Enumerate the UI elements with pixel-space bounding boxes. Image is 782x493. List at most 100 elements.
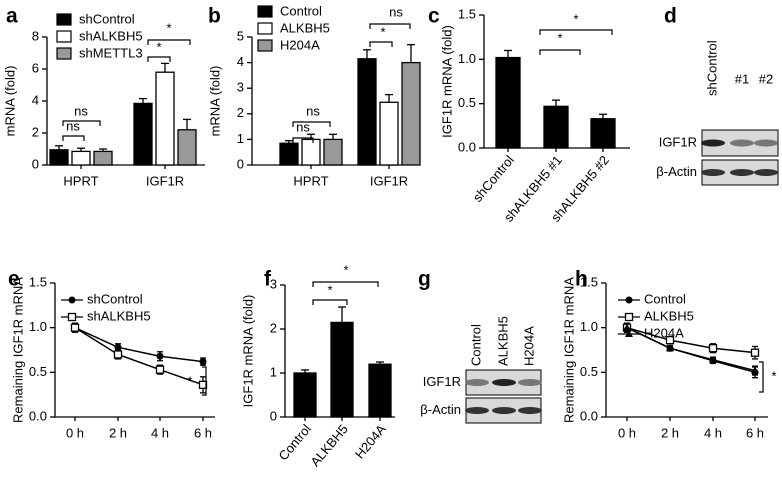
bar [293, 372, 317, 418]
bar [379, 101, 399, 166]
significance-bracket [292, 137, 314, 143]
data-point [70, 323, 80, 332]
bar [133, 102, 153, 166]
lane-label: Control [468, 324, 483, 366]
data-point [624, 312, 634, 322]
blot-band [518, 407, 542, 414]
legend-label: H204A [644, 325, 684, 340]
y-tick-label: 2 [270, 320, 277, 335]
data-point [708, 344, 718, 353]
legend-label: shALKBH5 [79, 28, 143, 43]
x-tick-label: 4 h [151, 425, 169, 440]
y-tick-label: 5 [237, 28, 244, 43]
y-tick-label: 1.5 [29, 274, 47, 289]
data-point [751, 366, 759, 374]
y-axis-label: IGF1R mRNA (fold) [439, 25, 454, 138]
data-point [625, 330, 633, 337]
significance-label: * [343, 262, 348, 277]
x-tick-label: 4 h [704, 425, 722, 440]
data-point [625, 296, 633, 304]
bar [357, 58, 377, 166]
y-tick-label: 0.0 [29, 408, 47, 423]
y-tick-label: 0.5 [580, 364, 598, 379]
y-tick-label: 0.0 [458, 139, 476, 154]
bar [543, 105, 569, 149]
y-tick-label: 8 [32, 28, 39, 43]
legend-label: ALKBH5 [280, 20, 330, 35]
y-tick-label: 0 [237, 156, 244, 171]
panel-letter: e [8, 268, 20, 291]
data-point [623, 323, 631, 331]
significance-label: * [156, 39, 161, 54]
significance-bracket [147, 56, 171, 62]
x-tick-label: 2 h [109, 425, 127, 440]
blot-band [754, 169, 778, 176]
lane-label: #2 [759, 71, 773, 86]
x-tick-label: H204A [352, 421, 389, 461]
data-point [665, 336, 675, 345]
legend-swatch [56, 30, 72, 43]
data-point [666, 344, 674, 352]
blot-band [754, 139, 778, 147]
bar [495, 56, 521, 149]
blot-band [518, 379, 542, 386]
blot-band [465, 379, 489, 386]
significance-bracket [62, 135, 85, 141]
significance-label: * [557, 30, 562, 45]
y-tick-label: 3 [270, 276, 277, 291]
significance-bracket [539, 49, 581, 55]
bar [330, 321, 354, 418]
series-line [74, 327, 204, 386]
y-tick-label: 2 [32, 124, 39, 139]
significance-label: ns [306, 103, 320, 118]
blot-row-label: β-Actin [656, 164, 697, 179]
panel-letter: f [264, 268, 272, 291]
significance-label: ns [389, 4, 403, 19]
data-point [155, 365, 165, 374]
lane-label: H204A [521, 326, 536, 366]
x-tick-label: IGF1R [370, 173, 408, 188]
y-tick-label: 1.0 [29, 319, 47, 334]
legend-swatch [257, 5, 273, 18]
series-line [74, 326, 204, 363]
legend-label: Control [644, 291, 686, 306]
y-tick-label: 0.0 [580, 408, 598, 423]
y-axis-label: Remaining IGF1R mRNA [10, 277, 25, 423]
panel-letter: g [418, 268, 431, 291]
blot-band [730, 169, 754, 176]
bar [49, 149, 69, 166]
y-axis-label: Remaining IGF1R mRNA [561, 277, 576, 423]
x-tick-label: HPRT [63, 173, 98, 188]
significance-label: * [166, 20, 171, 35]
significance-bracket [147, 39, 191, 45]
lane-label: shControl [704, 40, 719, 96]
x-tick-label: shControl [470, 152, 517, 204]
panel-letter: h [575, 268, 588, 291]
y-tick-label: 0.5 [29, 364, 47, 379]
legend-label: shControl [87, 291, 143, 306]
significance-bracket [312, 299, 348, 305]
panel-letter: d [664, 5, 677, 28]
blot-row-label: IGF1R [659, 134, 697, 149]
bar [401, 61, 421, 166]
significance-label: * [187, 373, 192, 388]
blot-band [701, 139, 725, 147]
x-tick-label: 0 h [66, 425, 84, 440]
y-tick-label: 0 [270, 408, 277, 423]
blot-band [492, 379, 516, 386]
lane-label: ALKBH5 [495, 316, 510, 366]
y-tick-label: 0.5 [458, 95, 476, 110]
panel-letter: a [6, 5, 18, 28]
significance-label: ns [296, 119, 310, 134]
legend-label: H204A [280, 37, 320, 52]
legend-swatch [56, 47, 72, 60]
legend-swatch [56, 13, 72, 26]
bar [93, 150, 113, 166]
y-tick-label: 0 [32, 156, 39, 171]
x-tick-label: 2 h [661, 425, 679, 440]
y-axis-label: mRNA (fold) [2, 66, 17, 137]
significance-label: * [327, 282, 332, 297]
lane-label: #1 [735, 71, 749, 86]
significance-label: ns [66, 118, 80, 133]
